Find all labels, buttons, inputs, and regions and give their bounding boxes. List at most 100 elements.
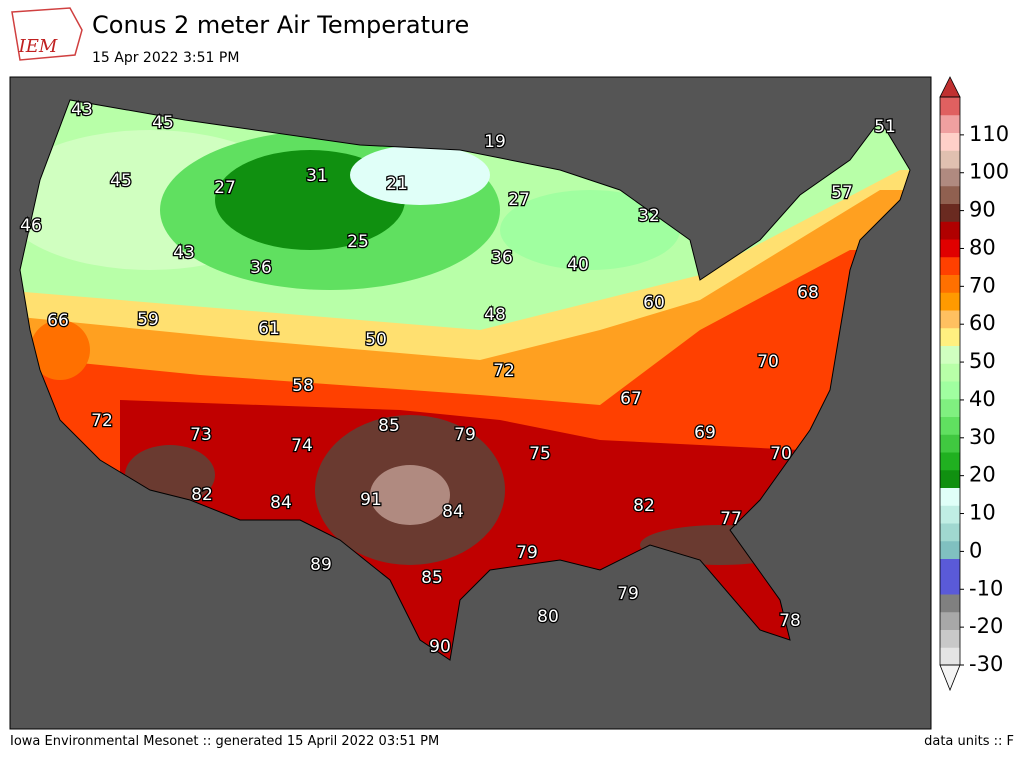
colorbar-bin xyxy=(940,114,960,133)
temperature-label: 60 xyxy=(643,293,665,313)
temperature-label: 84 xyxy=(442,502,464,522)
temperature-label: 77 xyxy=(720,509,742,529)
colorbar-bin xyxy=(940,150,960,169)
temperature-label: 21 xyxy=(386,174,408,194)
colorbar-bin xyxy=(940,97,960,116)
temperature-label: 31 xyxy=(306,166,328,186)
colorbar-bin xyxy=(940,523,960,542)
colorbar-under xyxy=(939,664,961,692)
colorbar-bin xyxy=(940,576,960,595)
colorbar-bin xyxy=(940,594,960,613)
temperature-label: 79 xyxy=(617,584,639,604)
colorbar-bin xyxy=(940,416,960,435)
footer-right: data units :: F xyxy=(924,734,1014,749)
temperature-label: 32 xyxy=(638,206,660,226)
colorbar-tick-label: -20 xyxy=(969,614,1003,638)
temperature-label: 89 xyxy=(310,555,332,575)
temperature-label: 75 xyxy=(529,444,551,464)
colorbar-bin xyxy=(940,327,960,346)
logo-text: IEM xyxy=(18,36,58,57)
subtitle: 15 Apr 2022 3:51 PM xyxy=(92,50,239,66)
colorbar-tick-label: 100 xyxy=(969,160,1009,184)
colorbar-bin xyxy=(940,239,960,258)
temperature-label: 46 xyxy=(20,216,42,236)
temperature-label: 19 xyxy=(484,132,506,152)
colorbar-bin xyxy=(940,168,960,187)
colorbar-bin xyxy=(940,292,960,311)
temperature-label: 43 xyxy=(173,243,195,263)
colorbar-tick-label: 0 xyxy=(969,538,982,562)
colorbar-tick-label: -30 xyxy=(969,652,1003,676)
colorbar-bin xyxy=(940,221,960,240)
colorbar-tick-label: 30 xyxy=(969,425,996,449)
logo: IEM xyxy=(11,7,83,61)
colorbar-tick-label: 80 xyxy=(969,235,996,259)
footer-left: Iowa Environmental Mesonet :: generated … xyxy=(10,734,439,749)
colorbar-bin xyxy=(940,434,960,453)
colorbar-tick-label: -10 xyxy=(969,576,1003,600)
temperature-label: 79 xyxy=(454,425,476,445)
temperature-label: 27 xyxy=(214,178,236,198)
colorbar-bin xyxy=(940,274,960,293)
colorbar-tick-label: 50 xyxy=(969,349,996,373)
colorbar-bin xyxy=(940,203,960,222)
temperature-label: 74 xyxy=(291,436,313,456)
colorbar-bin xyxy=(940,487,960,506)
colorbar-tick-label: 20 xyxy=(969,463,996,487)
colorbar-bin xyxy=(940,363,960,382)
colorbar-bin xyxy=(940,256,960,275)
colorbar-bin xyxy=(940,381,960,400)
colorbar-tick-label: 110 xyxy=(969,122,1009,146)
temperature-label: 72 xyxy=(91,411,113,431)
temperature-label: 57 xyxy=(831,183,853,203)
colorbar-bin xyxy=(940,185,960,204)
temperature-label: 85 xyxy=(378,416,400,436)
temperature-label: 25 xyxy=(347,232,369,252)
colorbar-bin xyxy=(940,629,960,648)
temperature-label: 45 xyxy=(152,113,174,133)
temperature-label: 40 xyxy=(567,255,589,275)
colorbar-bin xyxy=(940,132,960,151)
temperature-label: 61 xyxy=(258,319,280,339)
colorbar-tick-label: 70 xyxy=(969,273,996,297)
colorbar-tick-label: 10 xyxy=(969,501,996,525)
temperature-label: 58 xyxy=(292,376,314,396)
temperature-label: 82 xyxy=(633,496,655,516)
temperature-label: 51 xyxy=(874,117,896,137)
colorbar-tick-label: 90 xyxy=(969,198,996,222)
temperature-label: 70 xyxy=(757,352,779,372)
temperature-label: 69 xyxy=(694,423,716,443)
temperature-label: 70 xyxy=(770,444,792,464)
colorbar-tick-label: 60 xyxy=(969,311,996,335)
colorbar-bin xyxy=(940,558,960,577)
temperature-label: 91 xyxy=(360,490,382,510)
title: Conus 2 meter Air Temperature xyxy=(92,11,469,39)
temperature-label: 36 xyxy=(250,258,272,278)
colorbar-bin xyxy=(940,505,960,524)
colorbar-over xyxy=(939,76,961,98)
temperature-label: 80 xyxy=(537,607,559,627)
temperature-label: 68 xyxy=(797,283,819,303)
colorbar-tick-label: 40 xyxy=(969,387,996,411)
colorbar-bin xyxy=(940,345,960,364)
colorbar-bin xyxy=(940,452,960,471)
colorbar-frame xyxy=(939,96,961,666)
colorbar: -30 -20 -10 0 10 20 30 40 50 60 70 80 90 100 110 xyxy=(939,76,1009,692)
temperature-label: 79 xyxy=(516,543,538,563)
temperature-label: 82 xyxy=(191,485,213,505)
country-outline xyxy=(19,99,911,661)
colorbar-bin xyxy=(940,647,960,666)
temperature-label: 66 xyxy=(47,311,69,331)
colorbar-bin xyxy=(940,540,960,559)
temperature-label: 73 xyxy=(190,425,212,445)
colorbar-bin xyxy=(940,398,960,417)
temperature-label: 50 xyxy=(365,330,387,350)
temperature-label: 59 xyxy=(137,310,159,330)
temperature-label: 45 xyxy=(110,171,132,191)
colorbar-bin xyxy=(940,611,960,630)
temperature-label: 85 xyxy=(421,568,443,588)
station-labels: 43 45 19 51 45 27 31 21 57 27 32 46 25 43 36 36 40 68 66 59… xyxy=(19,99,897,659)
temperature-label: 84 xyxy=(270,493,292,513)
temperature-label: 90 xyxy=(429,637,451,657)
